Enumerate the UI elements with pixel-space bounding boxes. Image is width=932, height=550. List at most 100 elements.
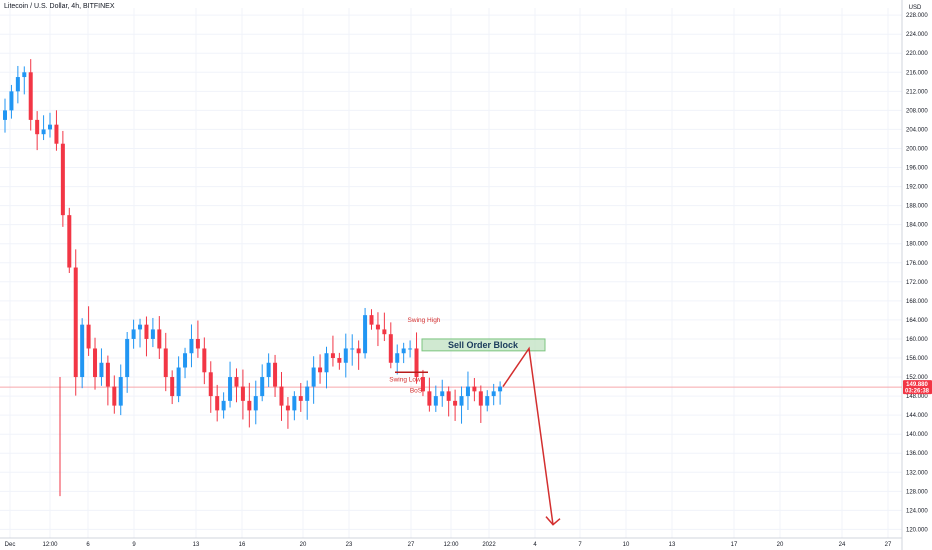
candle-body[interactable] bbox=[395, 353, 400, 363]
candle-body[interactable] bbox=[260, 377, 265, 397]
candle-body[interactable] bbox=[440, 391, 445, 397]
candle-body[interactable] bbox=[170, 377, 175, 397]
candle-body[interactable] bbox=[273, 362, 278, 387]
candle-body[interactable] bbox=[118, 377, 123, 406]
candle-body[interactable] bbox=[80, 324, 85, 378]
candle-body[interactable] bbox=[195, 338, 200, 349]
y-tick-label: 172.000 bbox=[906, 280, 928, 286]
candle-body[interactable] bbox=[465, 386, 470, 397]
y-tick-label: 212.000 bbox=[906, 89, 928, 95]
candle-body[interactable] bbox=[382, 329, 387, 335]
x-tick-label: 17 bbox=[731, 542, 738, 548]
candle-body[interactable] bbox=[93, 348, 98, 378]
candle-body[interactable] bbox=[28, 72, 33, 120]
candle-body[interactable] bbox=[305, 386, 310, 401]
candle-body[interactable] bbox=[472, 386, 477, 392]
x-tick-label: 27 bbox=[408, 542, 415, 548]
y-tick-label: 148.000 bbox=[906, 394, 928, 400]
candle-body[interactable] bbox=[420, 377, 425, 392]
x-tick-label: 16 bbox=[239, 542, 246, 548]
candle-body[interactable] bbox=[215, 396, 220, 411]
candle-body[interactable] bbox=[285, 405, 290, 411]
candle-body[interactable] bbox=[41, 129, 46, 135]
y-tick-label: 228.000 bbox=[906, 13, 928, 19]
candle-body[interactable] bbox=[350, 348, 355, 350]
candle-body[interactable] bbox=[453, 400, 458, 406]
candle-body[interactable] bbox=[163, 348, 168, 378]
candle-body[interactable] bbox=[375, 324, 380, 330]
candle-body[interactable] bbox=[478, 391, 483, 406]
y-tick-label: 180.000 bbox=[906, 242, 928, 248]
candle-body[interactable] bbox=[343, 348, 348, 363]
candle-body[interactable] bbox=[228, 377, 233, 401]
candle-body[interactable] bbox=[144, 324, 149, 339]
candle-body[interactable] bbox=[67, 215, 72, 268]
candle-body[interactable] bbox=[125, 338, 130, 378]
order-block-zone[interactable] bbox=[421, 338, 546, 352]
candle-body[interactable] bbox=[369, 315, 374, 325]
candle-body[interactable] bbox=[311, 367, 316, 387]
candle-body[interactable] bbox=[189, 338, 194, 354]
y-tick-label: 176.000 bbox=[906, 261, 928, 267]
candle-body[interactable] bbox=[3, 110, 7, 120]
y-tick-label: 160.000 bbox=[906, 337, 928, 343]
candle-body[interactable] bbox=[183, 353, 188, 368]
candle-body[interactable] bbox=[15, 77, 20, 92]
candle-body[interactable] bbox=[408, 348, 413, 350]
candle-body[interactable] bbox=[433, 396, 438, 406]
candle-body[interactable] bbox=[157, 329, 162, 349]
candle-body[interactable] bbox=[427, 391, 432, 406]
candle-body[interactable] bbox=[459, 396, 464, 406]
price-tag bbox=[903, 380, 932, 395]
candle-body[interactable] bbox=[99, 362, 104, 378]
candle-body[interactable] bbox=[266, 362, 271, 378]
candle-body[interactable] bbox=[279, 386, 284, 406]
candle-body[interactable] bbox=[498, 386, 503, 392]
candle-body[interactable] bbox=[112, 386, 117, 406]
candle-body[interactable] bbox=[48, 124, 53, 130]
order-block-label: Sell Order Block bbox=[448, 340, 519, 350]
candle-body[interactable] bbox=[401, 348, 406, 354]
currency-label: USD bbox=[909, 5, 922, 11]
candle-body[interactable] bbox=[54, 124, 59, 144]
candle-body[interactable] bbox=[318, 367, 323, 373]
candle-body[interactable] bbox=[234, 377, 239, 387]
candle-body[interactable] bbox=[388, 334, 393, 363]
candle-body[interactable] bbox=[446, 391, 451, 401]
candle-body[interactable] bbox=[138, 324, 143, 330]
candle-body[interactable] bbox=[485, 396, 490, 406]
candle-body[interactable] bbox=[221, 400, 226, 411]
candle-body[interactable] bbox=[491, 391, 496, 397]
candle-body[interactable] bbox=[324, 353, 329, 373]
candle-body[interactable] bbox=[60, 143, 65, 216]
symbol-title[interactable]: Litecoin / U.S. Dollar, 4h, BITFINEX bbox=[4, 3, 115, 10]
candle-body[interactable] bbox=[22, 72, 27, 78]
candle-body[interactable] bbox=[73, 267, 78, 378]
x-tick-label: 13 bbox=[669, 542, 676, 548]
arrow-head-icon bbox=[545, 516, 561, 526]
candle-body[interactable] bbox=[298, 396, 303, 401]
candle-body[interactable] bbox=[330, 353, 335, 358]
candle-body[interactable] bbox=[414, 348, 419, 378]
candle-body[interactable] bbox=[240, 386, 245, 401]
candle-body[interactable] bbox=[253, 396, 258, 411]
candle-body[interactable] bbox=[105, 362, 110, 387]
y-tick-label: 216.000 bbox=[906, 70, 928, 76]
candle-body[interactable] bbox=[150, 329, 155, 339]
candle-body[interactable] bbox=[247, 400, 252, 411]
candle-body[interactable] bbox=[86, 324, 91, 349]
candle-body[interactable] bbox=[176, 367, 181, 397]
candle-body[interactable] bbox=[337, 358, 342, 363]
candle-body[interactable] bbox=[208, 372, 213, 397]
candle-body[interactable] bbox=[363, 315, 368, 354]
candle-body[interactable] bbox=[35, 119, 40, 135]
candle-body[interactable] bbox=[131, 329, 136, 339]
projection-path[interactable] bbox=[502, 346, 554, 525]
candle-body[interactable] bbox=[9, 91, 14, 111]
candle-body[interactable] bbox=[356, 348, 361, 354]
candle-body[interactable] bbox=[202, 348, 207, 373]
x-tick-label: 2022 bbox=[482, 542, 496, 548]
candle-body[interactable] bbox=[292, 396, 297, 411]
